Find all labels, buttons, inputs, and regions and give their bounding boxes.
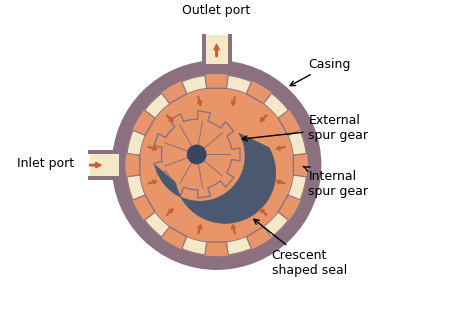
- Polygon shape: [126, 75, 307, 256]
- Polygon shape: [155, 133, 276, 223]
- Polygon shape: [227, 76, 251, 94]
- Polygon shape: [288, 175, 306, 200]
- Text: Outlet port: Outlet port: [182, 4, 251, 17]
- Polygon shape: [182, 237, 207, 255]
- Bar: [201, 33, 206, 69]
- FancyArrow shape: [260, 115, 267, 122]
- FancyArrow shape: [148, 180, 157, 184]
- FancyArrow shape: [214, 44, 219, 56]
- Polygon shape: [145, 212, 169, 237]
- Polygon shape: [264, 212, 288, 237]
- Polygon shape: [127, 76, 306, 255]
- Polygon shape: [145, 93, 169, 118]
- FancyArrow shape: [231, 225, 236, 234]
- Bar: [206, 35, 228, 64]
- Circle shape: [126, 75, 307, 256]
- Circle shape: [143, 91, 291, 239]
- Bar: [228, 33, 232, 69]
- Circle shape: [126, 75, 307, 256]
- Text: Crescent
shaped seal: Crescent shaped seal: [254, 219, 347, 277]
- Text: Internal
spur gear: Internal spur gear: [303, 167, 368, 197]
- FancyArrow shape: [276, 180, 285, 184]
- FancyArrow shape: [198, 97, 202, 106]
- FancyArrow shape: [276, 146, 285, 150]
- Polygon shape: [264, 93, 288, 118]
- Polygon shape: [182, 76, 207, 94]
- FancyArrow shape: [166, 115, 173, 122]
- Circle shape: [188, 145, 206, 164]
- Polygon shape: [154, 111, 240, 198]
- Circle shape: [112, 61, 321, 269]
- Bar: [90, 154, 118, 176]
- Text: External
spur gear: External spur gear: [242, 114, 368, 143]
- Polygon shape: [127, 131, 145, 155]
- Bar: [86, 150, 120, 154]
- FancyArrow shape: [90, 162, 101, 168]
- FancyArrow shape: [148, 146, 157, 150]
- FancyArrow shape: [198, 225, 202, 234]
- FancyArrow shape: [231, 97, 236, 106]
- Text: Inlet port: Inlet port: [17, 157, 74, 170]
- Bar: [86, 176, 120, 180]
- FancyArrow shape: [260, 209, 267, 215]
- FancyArrow shape: [166, 209, 173, 215]
- Circle shape: [162, 119, 232, 190]
- Polygon shape: [227, 237, 251, 255]
- Text: Casing: Casing: [290, 57, 351, 86]
- Polygon shape: [288, 131, 306, 155]
- Polygon shape: [127, 175, 145, 200]
